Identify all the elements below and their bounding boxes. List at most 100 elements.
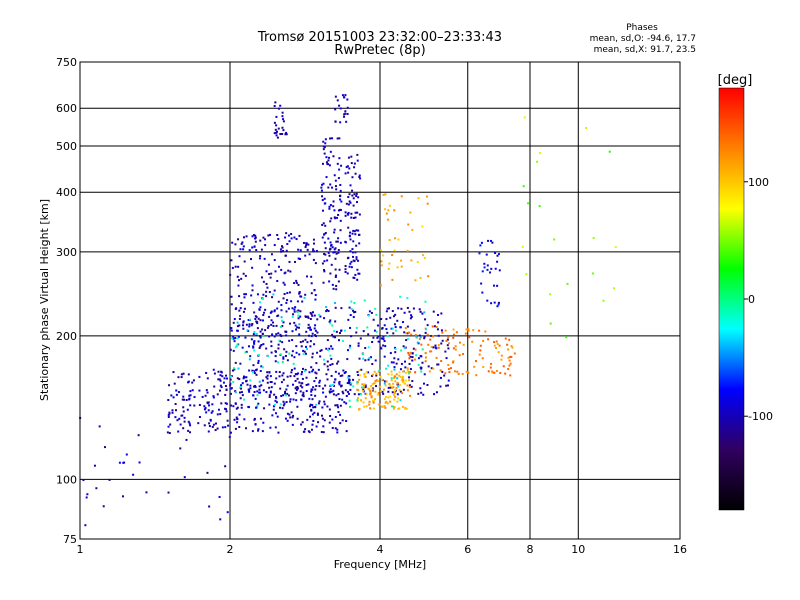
scatter-point: [371, 383, 374, 386]
scatter-point: [399, 368, 402, 371]
scatter-point: [338, 168, 341, 171]
scatter-point: [306, 315, 309, 318]
scatter-point: [348, 200, 351, 203]
scatter-point: [375, 313, 378, 316]
scatter-point: [444, 350, 447, 353]
scatter-point: [275, 412, 278, 415]
scatter-point: [172, 396, 175, 399]
scatter-point: [406, 325, 409, 328]
scatter-point: [399, 326, 402, 329]
scatter-point: [394, 391, 397, 394]
scatter-point: [267, 325, 270, 328]
scatter-point: [355, 244, 358, 247]
scatter-point: [276, 233, 279, 236]
scatter-point: [370, 396, 373, 399]
scatter-point: [281, 126, 284, 129]
scatter-point: [427, 343, 430, 346]
scatter-point: [253, 370, 256, 373]
scatter-point: [258, 388, 261, 391]
scatter-point: [286, 384, 289, 387]
scatter-point: [368, 403, 371, 406]
scatter-point: [478, 252, 481, 255]
scatter-point: [376, 336, 379, 339]
scatter-point: [259, 345, 262, 348]
scatter-point: [308, 405, 311, 408]
scatter-point: [406, 384, 409, 387]
scatter-point: [238, 426, 241, 429]
scatter-point: [237, 335, 240, 338]
scatter-point: [237, 284, 240, 287]
scatter-point: [254, 317, 257, 320]
scatter-point: [388, 239, 391, 242]
scatter-point: [229, 382, 232, 385]
scatter-point: [328, 391, 331, 394]
scatter-point: [289, 375, 292, 378]
scatter-point: [382, 344, 385, 347]
y-tick-label: 600: [56, 102, 77, 115]
scatter-point: [238, 317, 241, 320]
scatter-point: [300, 423, 303, 426]
scatter-point: [191, 381, 194, 384]
scatter-point: [334, 336, 337, 339]
scatter-point: [301, 421, 304, 424]
scatter-point: [430, 345, 433, 348]
scatter-point: [248, 369, 251, 372]
scatter-point: [402, 370, 405, 373]
scatter-point: [276, 415, 279, 418]
scatter-point: [298, 323, 301, 326]
scatter-point: [261, 328, 264, 331]
scatter-point: [500, 354, 503, 357]
scatter-point: [239, 362, 242, 365]
scatter-point: [340, 200, 343, 203]
scatter-point: [328, 408, 331, 411]
scatter-point: [204, 407, 207, 410]
scatter-point: [249, 387, 252, 390]
scatter-point: [292, 398, 295, 401]
scatter-point: [309, 415, 312, 418]
scatter-point: [356, 153, 359, 156]
scatter-point: [508, 359, 511, 362]
scatter-point: [307, 326, 310, 329]
scatter-point: [236, 377, 239, 380]
y-axis-label: Stationary phase Virtual Height [km]: [38, 199, 51, 401]
scatter-point: [277, 314, 280, 317]
scatter-point: [240, 403, 243, 406]
scatter-point: [413, 329, 416, 332]
scatter-point: [295, 345, 298, 348]
scatter-point: [386, 218, 389, 221]
scatter-point: [439, 376, 442, 379]
scatter-point: [207, 401, 210, 404]
scatter-point: [340, 307, 343, 310]
scatter-point: [408, 376, 411, 379]
scatter-point: [326, 365, 329, 368]
scatter-point: [275, 324, 278, 327]
scatter-point: [298, 353, 301, 356]
scatter-point: [253, 417, 256, 420]
scatter-point: [344, 94, 347, 97]
scatter-point: [297, 309, 300, 312]
scatter-point: [359, 393, 362, 396]
scatter-point: [400, 195, 403, 198]
scatter-point: [242, 310, 245, 313]
scatter-point: [334, 320, 337, 323]
scatter-point: [382, 388, 385, 391]
scatter-point: [323, 146, 326, 149]
scatter-point: [286, 292, 289, 295]
scatter-point: [282, 356, 285, 359]
scatter-point: [334, 247, 337, 250]
scatter-point: [333, 228, 336, 231]
scatter-point: [288, 240, 291, 243]
scatter-point: [298, 292, 301, 295]
scatter-point: [254, 240, 257, 243]
scatter-point: [379, 284, 382, 287]
scatter-point: [356, 398, 359, 401]
scatter-point: [252, 234, 255, 237]
scatter-point: [326, 163, 329, 166]
scatter-point: [85, 496, 88, 499]
scatter-point: [337, 406, 340, 409]
scatter-point: [277, 127, 280, 130]
scatter-point: [411, 228, 414, 231]
scatter-point: [333, 216, 336, 219]
scatter-point: [321, 199, 324, 202]
scatter-point: [331, 137, 334, 140]
